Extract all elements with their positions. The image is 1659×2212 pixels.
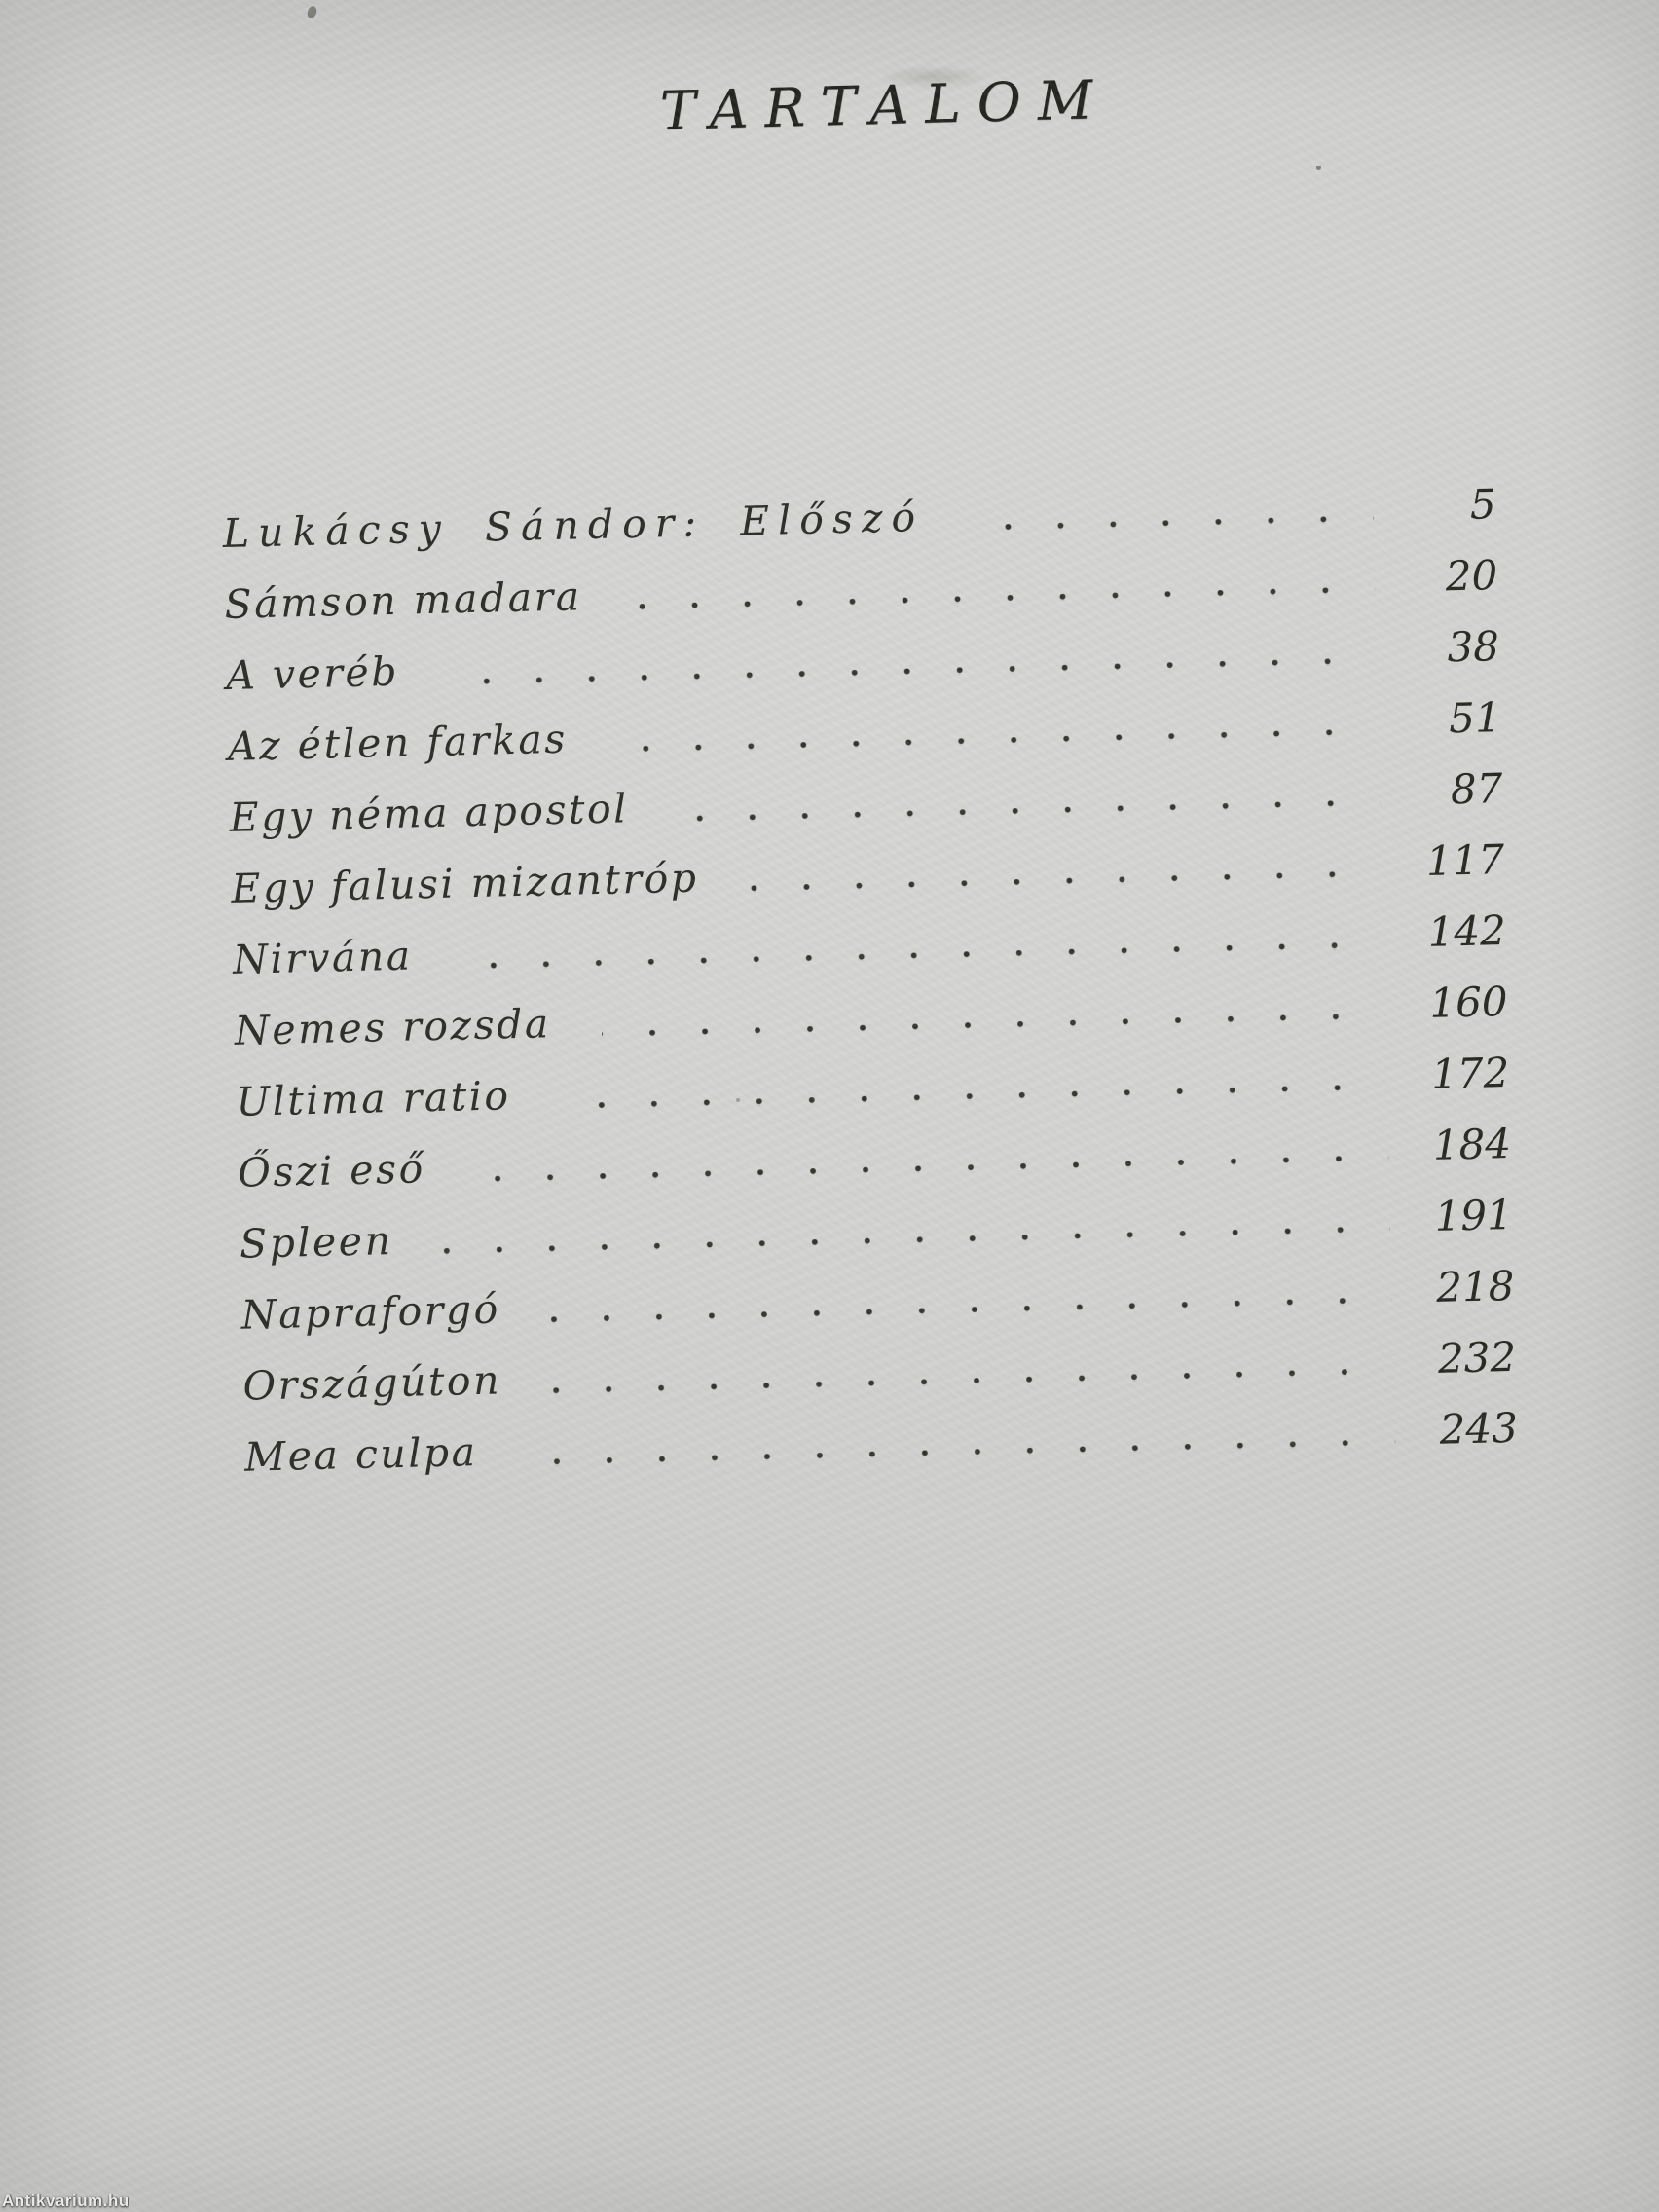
toc-entry-title: Nirvána: [232, 932, 414, 983]
toc-page-number: 232: [1437, 1332, 1517, 1382]
toc-entry-title: Országúton: [241, 1356, 502, 1410]
toc-page-number: 51: [1448, 693, 1502, 743]
toc-entry-title: Ultima ratio: [236, 1072, 512, 1125]
toc-entry-title: Őszi eső: [237, 1145, 426, 1197]
dot-leader: [679, 799, 1381, 824]
dot-leader: [617, 728, 1380, 754]
page-title: TARTALOM: [659, 67, 1110, 142]
toc-page-number: 142: [1427, 906, 1507, 956]
toc-entry-title: Az étlen farkas: [227, 715, 569, 770]
table-of-contents: Lukácsy Sándor: Előszó 5 Sámson madara 2…: [222, 468, 1519, 1493]
dot-leader: [975, 515, 1374, 532]
toc-page-number: 184: [1432, 1119, 1512, 1169]
toc-page-number: 87: [1450, 764, 1503, 814]
toc-entry-title: Sámson madara: [224, 572, 583, 628]
watermark: Antikvarium.hu: [2, 2192, 129, 2210]
toc-entry-title: Egy néma apostol: [229, 785, 630, 841]
dot-leader: [550, 1296, 1392, 1324]
dot-leader: [462, 941, 1384, 971]
toc-entry-title: A veréb: [225, 647, 400, 699]
dot-leader: [443, 1225, 1391, 1255]
toc-page-number: 5: [1469, 480, 1497, 529]
toc-entry-title: Napraforgó: [240, 1285, 501, 1339]
ink-speck: [306, 4, 318, 20]
dot-leader: [552, 1367, 1394, 1395]
toc-entry-title: Mea culpa: [243, 1428, 479, 1481]
ink-smudge: [861, 62, 1007, 92]
dot-leader: [475, 1154, 1389, 1184]
toc-page-number: 117: [1425, 835, 1505, 885]
dot-leader: [561, 1083, 1387, 1110]
toc-page-number: 243: [1439, 1403, 1519, 1454]
dot-leader: [601, 1012, 1385, 1038]
dot-leader: [632, 586, 1376, 611]
ink-speck: [1316, 166, 1321, 170]
dot-leader: [450, 657, 1378, 686]
dot-leader: [749, 870, 1382, 893]
toc-entry-title: Nemes rozsda: [234, 1000, 552, 1054]
toc-page-number: 172: [1430, 1049, 1510, 1098]
toc-entry-title: Egy falusi mizantróp: [230, 854, 700, 912]
toc-page-number: 20: [1445, 551, 1498, 601]
toc-page-number: 191: [1433, 1190, 1514, 1240]
dot-leader: [528, 1438, 1396, 1466]
toc-page-number: 218: [1435, 1261, 1515, 1311]
toc-page-number: 38: [1446, 622, 1500, 672]
toc-entry-title: Spleen: [239, 1217, 393, 1268]
toc-page-number: 160: [1428, 977, 1509, 1027]
